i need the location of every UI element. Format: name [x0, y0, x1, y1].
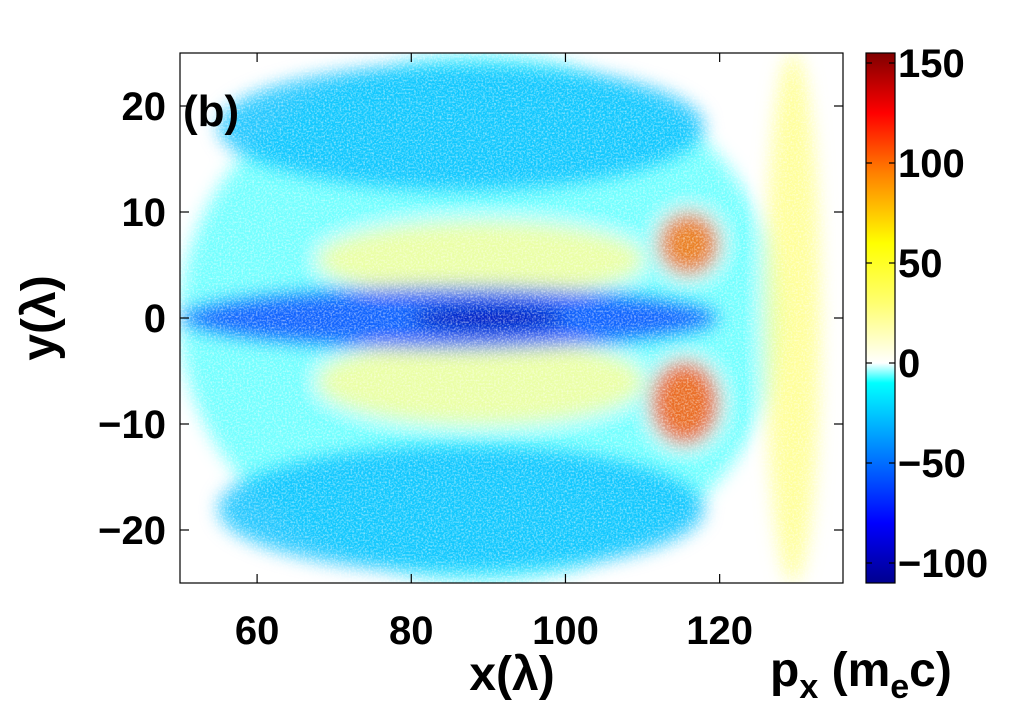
colorbar-ticks: 150 100 50 0 −50 −100	[866, 42, 988, 586]
colorbar-tick-label: −100	[898, 542, 988, 586]
colorbar-tick-label: 150	[898, 42, 965, 86]
y-tick-label: 10	[122, 191, 167, 235]
colorbar-tick-label: 0	[898, 342, 920, 386]
y-tick-label: −10	[98, 403, 166, 447]
colorbar-tick-label: −50	[898, 442, 966, 486]
colorbar-tick-label: 100	[898, 142, 965, 186]
y-axis: 20 10 0 −10 −20	[98, 85, 843, 553]
heatmap-plot	[179, 52, 844, 584]
y-tick-label: 0	[144, 297, 166, 341]
y-tick-label: −20	[98, 509, 166, 553]
colorbar-tick-label: 50	[898, 242, 943, 286]
x-tick-label: 80	[389, 609, 434, 653]
x-axis-label: x(λ)	[469, 648, 554, 701]
x-tick-label: 120	[686, 609, 753, 653]
y-axis-label: y(λ)	[13, 275, 66, 360]
x-tick-label: 100	[532, 609, 599, 653]
y-tick-label: 20	[122, 85, 167, 129]
colorbar-scale	[865, 52, 896, 584]
particle-noise-overlay	[180, 53, 843, 583]
colorbar-label: px (mec)	[770, 644, 952, 706]
x-tick-label: 60	[235, 609, 280, 653]
x-axis: 60 80 100 120	[235, 53, 753, 653]
panel-label: (b)	[183, 87, 239, 136]
colorbar: 150 100 50 0 −50 −100	[865, 42, 988, 586]
